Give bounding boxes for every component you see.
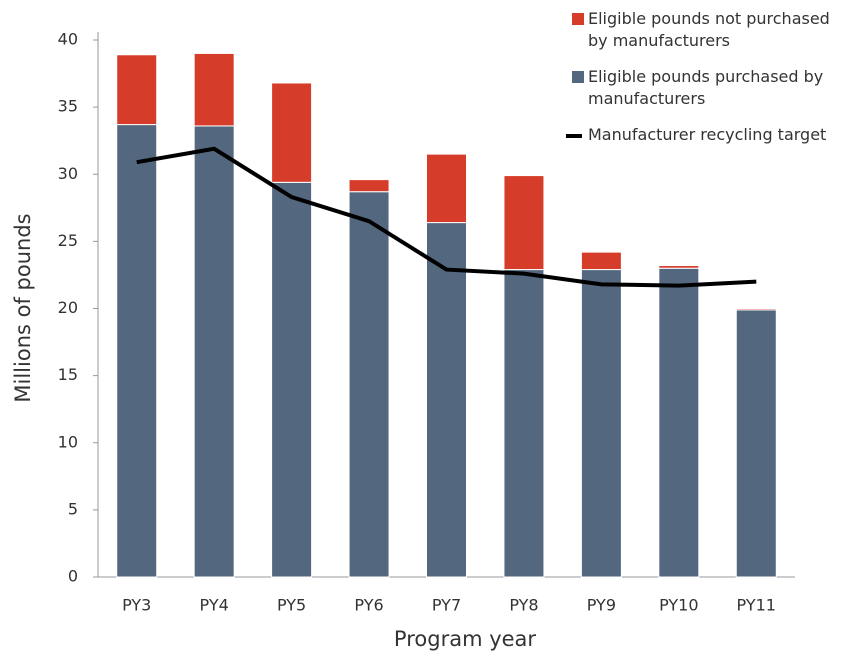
y-tick-label: 0 bbox=[68, 567, 78, 586]
y-tick-label: 25 bbox=[58, 231, 78, 250]
x-tick-label: PY4 bbox=[200, 596, 229, 615]
legend-swatch bbox=[572, 71, 584, 83]
bar bbox=[348, 191, 390, 578]
bar bbox=[580, 269, 622, 578]
x-tick-label: PY11 bbox=[737, 596, 776, 615]
bar bbox=[271, 181, 313, 578]
y-tick-label: 30 bbox=[58, 164, 78, 183]
legend-item: Manufacturer recycling target bbox=[566, 124, 854, 146]
bar bbox=[503, 175, 545, 271]
bar bbox=[271, 82, 313, 183]
bar bbox=[658, 267, 700, 578]
y-tick-label: 5 bbox=[68, 499, 78, 518]
line bbox=[136, 146, 757, 288]
bar bbox=[116, 54, 158, 126]
y-axis-label: Millions of pounds bbox=[11, 213, 35, 402]
bar bbox=[735, 308, 777, 311]
x-tick-label: PY5 bbox=[277, 596, 306, 615]
bar bbox=[193, 52, 235, 127]
y-tick-label: 20 bbox=[58, 298, 78, 317]
bar bbox=[426, 222, 467, 578]
legend-item: Eligible pounds purchased by manufacture… bbox=[572, 66, 843, 110]
x-tick-label: PY9 bbox=[587, 596, 616, 615]
y-tick-label: 35 bbox=[58, 97, 78, 116]
bar bbox=[193, 125, 235, 578]
x-axis-label: Program year bbox=[394, 627, 536, 651]
x-tick-label: PY8 bbox=[509, 596, 538, 615]
legend-swatch bbox=[566, 134, 582, 138]
legend-label: Eligible pounds purchased by manufacture… bbox=[588, 67, 824, 108]
bar bbox=[503, 269, 545, 578]
x-tick-label: PY3 bbox=[122, 596, 151, 615]
x-tick-label: PY6 bbox=[354, 596, 383, 615]
bar bbox=[580, 251, 622, 271]
bar bbox=[116, 124, 158, 578]
legend-item: Eligible pounds not purchased by manufac… bbox=[572, 8, 843, 52]
y-tick-label: 10 bbox=[58, 432, 78, 451]
bar bbox=[426, 153, 467, 224]
y-tick-label: 15 bbox=[58, 365, 78, 384]
bar bbox=[348, 179, 390, 193]
y-tick-label: 40 bbox=[58, 30, 78, 49]
legend-label: Manufacturer recycling target bbox=[588, 125, 827, 144]
x-tick-label: PY10 bbox=[659, 596, 698, 615]
legend-label: Eligible pounds not purchased by manufac… bbox=[588, 9, 830, 50]
bar bbox=[735, 309, 777, 578]
legend-swatch bbox=[572, 13, 584, 25]
bar bbox=[658, 265, 700, 269]
x-tick-label: PY7 bbox=[432, 596, 461, 615]
